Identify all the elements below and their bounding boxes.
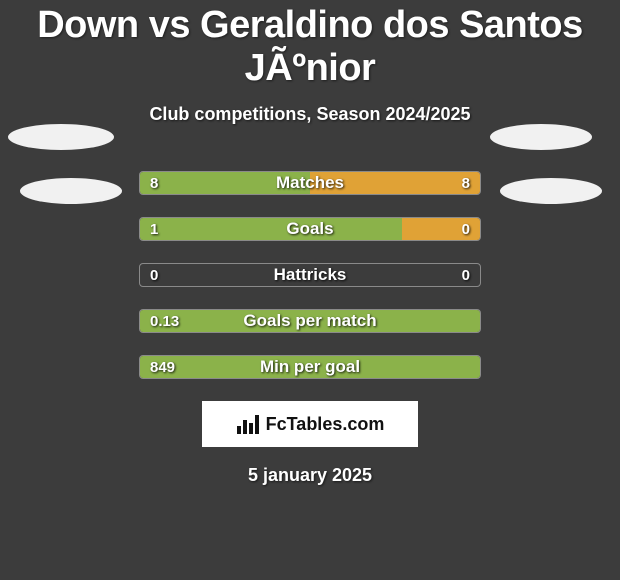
stat-bar-right-fill [310,172,480,194]
stat-bar-left-fill [140,172,310,194]
stat-bar-right-fill [402,218,480,240]
stat-bar: 0.13Goals per match [139,309,481,333]
subtitle: Club competitions, Season 2024/2025 [0,104,620,125]
brand-chart-icon [236,414,260,434]
stat-bar-left-fill [140,310,480,332]
decorative-blob [8,124,114,150]
date-label: 5 january 2025 [0,465,620,486]
decorative-blob [20,178,122,204]
decorative-blob [490,124,592,150]
stat-bar: 849Min per goal [139,355,481,379]
stat-left-value: 0 [150,264,158,286]
brand-box[interactable]: FcTables.com [202,401,418,447]
brand-label: FcTables.com [266,414,385,435]
stat-bar: 10Goals [139,217,481,241]
stat-label: Hattricks [140,264,480,286]
page-title: Down vs Geraldino dos Santos JÃºnior [0,0,620,90]
stat-bar-left-fill [140,218,402,240]
stats-bars: 88Matches 10Goals 0 0Hattricks 0.13Goals per… [139,171,481,379]
stat-bar: 0 0Hattricks [139,263,481,287]
stat-bar: 88Matches [139,171,481,195]
stat-bar-left-fill [140,356,480,378]
decorative-blob [500,178,602,204]
stat-right-value: 0 [462,264,470,286]
